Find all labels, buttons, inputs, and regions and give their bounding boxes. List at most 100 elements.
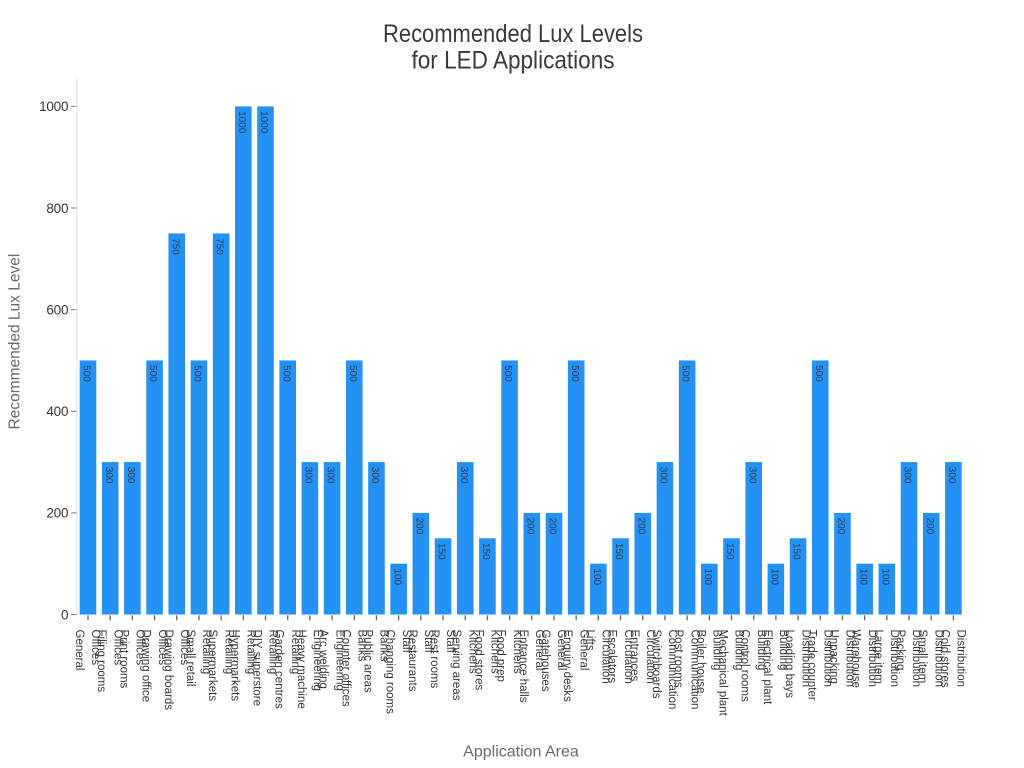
svg-text:200: 200 xyxy=(413,518,424,535)
svg-text:Distribution: Distribution xyxy=(799,630,811,688)
svg-text:Trade counter: Trade counter xyxy=(805,630,817,701)
svg-text:Drawing boards: Drawing boards xyxy=(162,630,174,711)
svg-text:Drawing office: Drawing office xyxy=(140,630,152,703)
svg-text:750: 750 xyxy=(214,238,225,255)
svg-text:Arc welding: Arc welding xyxy=(317,630,329,689)
svg-text:Distribution: Distribution xyxy=(866,630,878,688)
svg-text:Building: Building xyxy=(777,630,789,671)
svg-text:100: 100 xyxy=(391,568,402,585)
svg-text:Staff: Staff xyxy=(444,630,456,654)
svg-text:300: 300 xyxy=(369,467,380,484)
svg-text:Retailing: Retailing xyxy=(245,630,257,675)
svg-text:300: 300 xyxy=(946,467,957,484)
svg-text:Rest rooms: Rest rooms xyxy=(428,630,440,689)
svg-text:Kitchens: Kitchens xyxy=(489,630,501,674)
svg-text:Enquiry desks: Enquiry desks xyxy=(561,630,573,702)
svg-text:500: 500 xyxy=(569,365,580,382)
svg-text:Offices: Offices xyxy=(156,630,168,666)
svg-text:500: 500 xyxy=(147,365,158,382)
svg-text:300: 300 xyxy=(325,467,336,484)
svg-text:Large item: Large item xyxy=(872,630,884,684)
svg-text:1000: 1000 xyxy=(236,111,247,134)
svg-text:Kitchens: Kitchens xyxy=(466,630,478,674)
svg-text:500: 500 xyxy=(813,365,824,382)
svg-text:Mechanical plant: Mechanical plant xyxy=(717,630,729,717)
svg-text:Banks: Banks xyxy=(378,630,390,662)
svg-text:Circulation: Circulation xyxy=(600,630,612,684)
svg-text:150: 150 xyxy=(791,543,802,560)
svg-text:200: 200 xyxy=(46,506,68,521)
svg-text:General: General xyxy=(577,630,589,671)
svg-text:300: 300 xyxy=(103,467,114,484)
svg-text:Distribution: Distribution xyxy=(821,630,833,688)
svg-text:Food prep: Food prep xyxy=(495,630,507,682)
svg-text:200: 200 xyxy=(635,518,646,535)
svg-text:Cold stores: Cold stores xyxy=(938,630,950,688)
svg-text:DIY superstore: DIY superstore xyxy=(251,630,263,707)
svg-text:150: 150 xyxy=(724,543,735,560)
svg-text:600: 600 xyxy=(46,302,68,317)
svg-text:Building: Building xyxy=(711,630,723,671)
svg-text:Unpacking: Unpacking xyxy=(827,630,839,684)
svg-text:Retailing: Retailing xyxy=(222,630,234,675)
svg-text:Offices: Offices xyxy=(134,630,146,666)
svg-text:General: General xyxy=(555,630,567,671)
svg-text:100: 100 xyxy=(857,568,868,585)
svg-text:400: 400 xyxy=(46,404,68,419)
svg-text:General: General xyxy=(73,630,85,671)
svg-text:Lifts: Lifts xyxy=(583,630,595,651)
svg-text:1000: 1000 xyxy=(258,111,269,134)
svg-text:General: General xyxy=(533,630,545,671)
svg-text:500: 500 xyxy=(347,365,358,382)
svg-text:150: 150 xyxy=(436,543,447,560)
svg-text:Offices: Offices xyxy=(178,630,190,666)
svg-text:100: 100 xyxy=(591,568,602,585)
svg-text:Kitchens: Kitchens xyxy=(511,630,523,674)
svg-text:500: 500 xyxy=(81,365,92,382)
svg-text:800: 800 xyxy=(46,201,68,216)
svg-text:150: 150 xyxy=(613,543,624,560)
svg-text:200: 200 xyxy=(524,518,535,535)
svg-text:Distribution: Distribution xyxy=(932,630,944,688)
svg-text:Loading bays: Loading bays xyxy=(783,630,795,699)
svg-text:Boiler house: Boiler house xyxy=(694,630,706,694)
svg-text:Retailing: Retailing xyxy=(267,630,279,675)
svg-text:500: 500 xyxy=(680,365,691,382)
svg-text:Escalators: Escalators xyxy=(606,630,618,684)
svg-text:100: 100 xyxy=(702,568,713,585)
svg-text:Distribution: Distribution xyxy=(888,630,900,688)
svg-text:Engineering: Engineering xyxy=(311,630,323,691)
svg-text:Retailing: Retailing xyxy=(200,630,212,675)
svg-text:500: 500 xyxy=(502,365,513,382)
svg-text:Serving areas: Serving areas xyxy=(450,630,462,701)
svg-text:Entrances: Entrances xyxy=(628,630,640,682)
svg-text:Offices: Offices xyxy=(89,630,101,666)
svg-text:300: 300 xyxy=(902,467,913,484)
svg-text:300: 300 xyxy=(125,467,136,484)
svg-text:Heavy machine: Heavy machine xyxy=(295,630,307,709)
svg-text:Circulation: Circulation xyxy=(622,630,634,684)
svg-text:Post rooms: Post rooms xyxy=(672,630,684,688)
svg-text:Offices: Offices xyxy=(111,630,123,666)
svg-text:Food stores: Food stores xyxy=(472,630,484,691)
svg-text:Electrical plant: Electrical plant xyxy=(761,630,773,706)
svg-text:100: 100 xyxy=(768,568,779,585)
svg-text:Control rooms: Control rooms xyxy=(739,630,751,702)
svg-text:Application Area: Application Area xyxy=(463,744,579,761)
svg-text:for LED Applications: for LED Applications xyxy=(412,46,615,74)
svg-text:Packing: Packing xyxy=(894,630,906,671)
svg-text:Staff: Staff xyxy=(400,630,412,654)
svg-text:300: 300 xyxy=(746,467,757,484)
svg-text:Public areas: Public areas xyxy=(361,630,373,694)
svg-text:Recommended Lux Level: Recommended Lux Level xyxy=(7,254,24,430)
svg-text:500: 500 xyxy=(280,365,291,382)
svg-text:Small item: Small item xyxy=(916,630,928,684)
svg-text:Communication: Communication xyxy=(688,630,700,710)
svg-text:300: 300 xyxy=(458,467,469,484)
svg-text:Switchboards: Switchboards xyxy=(650,630,662,699)
svg-text:Engineering: Engineering xyxy=(333,630,345,691)
svg-text:200: 200 xyxy=(924,518,935,535)
svg-text:Distribution: Distribution xyxy=(955,630,967,688)
svg-text:Distribution: Distribution xyxy=(910,630,922,688)
svg-text:Communication: Communication xyxy=(666,630,678,710)
